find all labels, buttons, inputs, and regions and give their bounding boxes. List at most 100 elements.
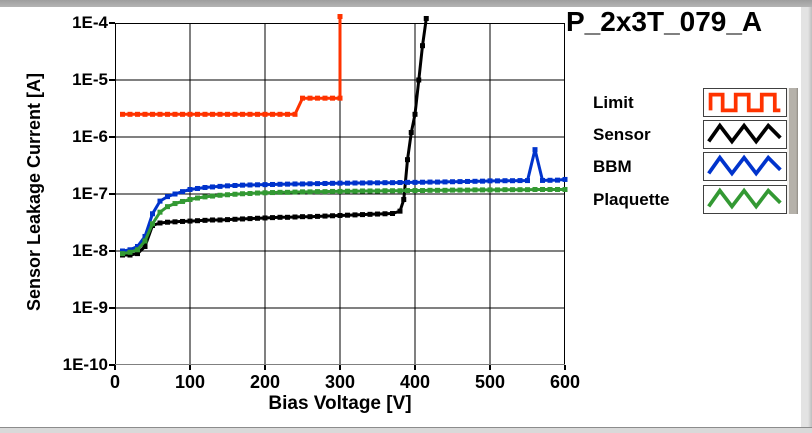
x-tick-label: 400 — [399, 372, 431, 392]
data-point-marker — [262, 190, 268, 196]
data-point-marker — [120, 248, 125, 254]
data-point-marker — [225, 111, 230, 117]
legend-item-bbm: BBM — [593, 152, 787, 181]
data-point-marker — [127, 249, 133, 255]
data-point-marker — [322, 95, 328, 101]
data-point-marker — [240, 216, 245, 222]
data-point-marker — [416, 77, 422, 83]
data-point-marker — [262, 215, 268, 221]
data-point-marker — [270, 215, 275, 221]
data-point-marker — [262, 182, 268, 188]
y-tick-label: 1E-8 — [72, 241, 108, 260]
data-point-marker — [502, 187, 508, 193]
data-point-marker — [202, 111, 208, 117]
data-point-marker — [225, 183, 230, 189]
panel-border-bottom — [0, 427, 812, 433]
data-point-marker — [345, 180, 350, 186]
data-point-marker — [247, 191, 253, 197]
data-point-marker — [142, 233, 148, 239]
data-point-marker — [217, 111, 223, 117]
triangle-wave-icon[interactable] — [703, 185, 787, 214]
data-point-marker — [412, 179, 418, 185]
data-point-marker — [307, 189, 313, 195]
data-point-marker — [217, 183, 223, 189]
data-point-marker — [240, 182, 245, 188]
data-point-marker — [165, 204, 170, 210]
data-point-marker — [465, 178, 470, 184]
data-point-marker — [195, 218, 200, 224]
data-point-marker — [382, 188, 388, 194]
data-point-marker — [210, 217, 215, 223]
chart-plot-area — [109, 14, 568, 370]
data-point-marker — [150, 111, 155, 117]
data-point-marker — [525, 178, 530, 184]
data-point-marker — [180, 198, 185, 204]
data-point-marker — [532, 186, 538, 192]
data-point-marker — [195, 195, 200, 201]
data-point-marker — [562, 186, 568, 192]
data-point-marker — [285, 189, 290, 195]
data-point-marker — [382, 180, 388, 186]
data-point-marker — [352, 188, 358, 194]
data-point-marker — [232, 216, 238, 222]
y-tick-label: 1E-10 — [62, 355, 108, 374]
data-point-marker — [547, 177, 553, 183]
data-point-marker — [165, 219, 170, 225]
data-point-marker — [285, 181, 290, 187]
x-tick-label: 0 — [109, 372, 120, 392]
chart-canvas — [109, 14, 568, 370]
data-point-marker — [157, 198, 163, 204]
legend-scrollbar[interactable] — [787, 88, 798, 214]
triangle-wave-icon[interactable] — [703, 120, 787, 149]
data-point-marker — [127, 252, 133, 258]
data-point-marker — [397, 180, 403, 186]
data-point-marker — [120, 111, 125, 117]
chart-title: P_2x3T_079_A — [566, 6, 763, 37]
data-point-marker — [307, 214, 313, 220]
data-point-marker — [150, 221, 155, 227]
data-point-marker — [315, 213, 320, 219]
x-axis-title: Bias Voltage [V] — [268, 393, 412, 414]
triangle-wave-icon[interactable] — [703, 152, 787, 181]
data-point-marker — [427, 187, 433, 193]
data-point-marker — [307, 181, 313, 187]
data-point-marker — [285, 111, 290, 117]
data-point-marker — [202, 185, 208, 191]
data-point-marker — [270, 190, 275, 196]
data-point-marker — [300, 189, 305, 195]
data-point-marker — [120, 251, 125, 257]
data-point-marker — [337, 188, 343, 194]
square-wave-icon[interactable] — [703, 88, 787, 117]
data-point-marker — [210, 111, 215, 117]
data-point-marker — [277, 111, 283, 117]
data-point-marker — [330, 95, 335, 101]
legend-label-sensor: Sensor — [593, 124, 651, 144]
data-point-marker — [457, 179, 463, 185]
data-point-marker — [367, 180, 373, 186]
data-point-marker — [487, 187, 493, 193]
legend-label-limit: Limit — [593, 92, 634, 112]
data-point-marker — [135, 243, 140, 249]
data-point-marker — [450, 187, 455, 193]
data-point-marker — [382, 211, 388, 217]
data-point-marker — [315, 181, 320, 187]
y-tick-label: 1E-6 — [72, 127, 108, 146]
data-point-marker — [247, 182, 253, 188]
data-point-marker — [202, 217, 208, 223]
data-point-marker — [157, 220, 163, 226]
data-point-marker — [510, 187, 515, 193]
data-point-marker — [435, 179, 440, 185]
data-point-marker — [562, 176, 568, 182]
data-point-marker — [210, 193, 215, 199]
data-point-marker — [442, 187, 448, 193]
data-point-marker — [232, 111, 238, 117]
data-point-marker — [187, 218, 193, 224]
data-point-marker — [187, 197, 193, 203]
data-point-marker — [517, 178, 523, 184]
data-point-marker — [337, 180, 343, 186]
data-point-marker — [405, 188, 410, 194]
data-point-marker — [277, 214, 283, 220]
data-point-marker — [255, 215, 260, 221]
data-point-marker — [292, 111, 298, 117]
data-point-marker — [255, 182, 260, 188]
